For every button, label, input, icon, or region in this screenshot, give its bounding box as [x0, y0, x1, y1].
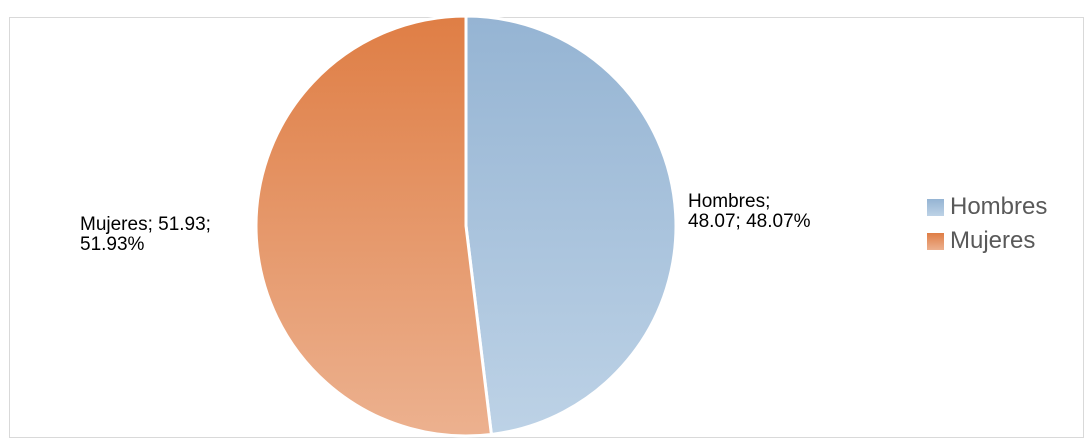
legend-item-hombres: Hombres	[927, 190, 1047, 224]
data-label-mujeres-line1: Mujeres; 51.93;	[80, 214, 211, 235]
legend-item-mujeres: Mujeres	[927, 224, 1047, 258]
legend-label-mujeres: Mujeres	[950, 227, 1036, 254]
legend: Hombres Mujeres	[927, 190, 1047, 258]
data-label-hombres: Hombres; 48.07; 48.07%	[688, 192, 811, 232]
pie-slice-mujeres	[254, 14, 493, 438]
legend-label-hombres: Hombres	[950, 193, 1048, 220]
legend-swatch-mujeres	[927, 232, 944, 250]
data-label-mujeres-line2: 51.93%	[80, 234, 145, 255]
pie-slice-hombres	[464, 14, 678, 436]
data-label-hombres-line1: Hombres;	[688, 191, 771, 212]
legend-swatch-hombres	[927, 198, 944, 216]
data-label-mujeres: Mujeres; 51.93; 51.93%	[80, 215, 211, 255]
data-label-hombres-line2: 48.07; 48.07%	[688, 211, 811, 232]
